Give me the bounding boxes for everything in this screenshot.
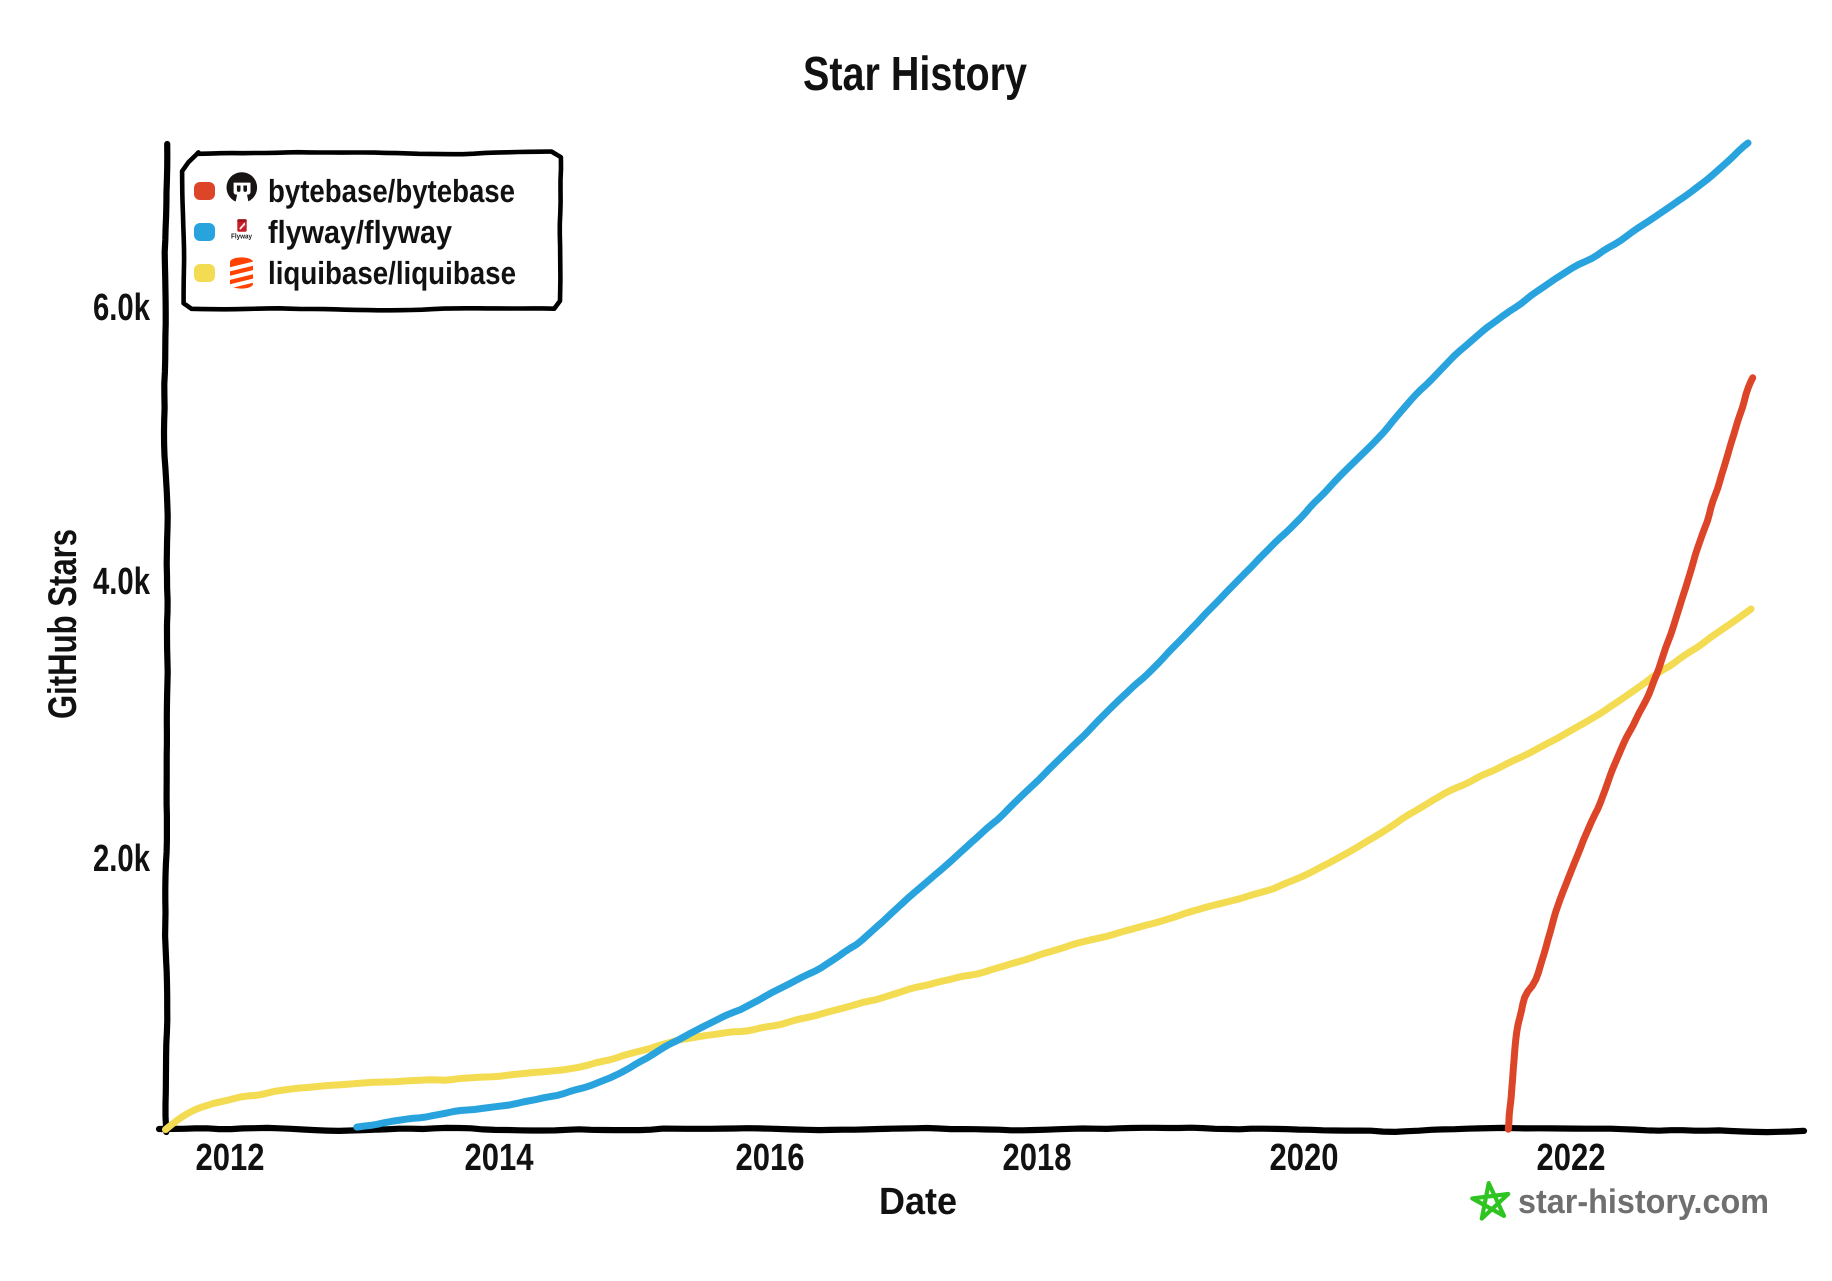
svg-text:GitHub Stars: GitHub Stars [41,529,85,719]
svg-text:2014: 2014 [465,1137,534,1179]
svg-text:flyway/flyway: flyway/flyway [268,214,452,250]
svg-text:2012: 2012 [196,1137,265,1179]
svg-text:2022: 2022 [1537,1137,1606,1179]
svg-text:Flyway: Flyway [231,231,252,240]
svg-text:2018: 2018 [1003,1137,1072,1179]
svg-text:bytebase/bytebase: bytebase/bytebase [268,173,515,209]
svg-text:2020: 2020 [1270,1137,1339,1179]
svg-text:Date: Date [879,1181,957,1223]
svg-text:star-history.com: star-history.com [1518,1183,1769,1221]
svg-text:Star History: Star History [803,48,1027,101]
svg-text:liquibase/liquibase: liquibase/liquibase [268,255,516,291]
svg-text:6.0k: 6.0k [93,287,151,329]
svg-text:2016: 2016 [736,1137,805,1179]
svg-text:2.0k: 2.0k [93,838,151,880]
svg-text:4.0k: 4.0k [93,561,151,603]
